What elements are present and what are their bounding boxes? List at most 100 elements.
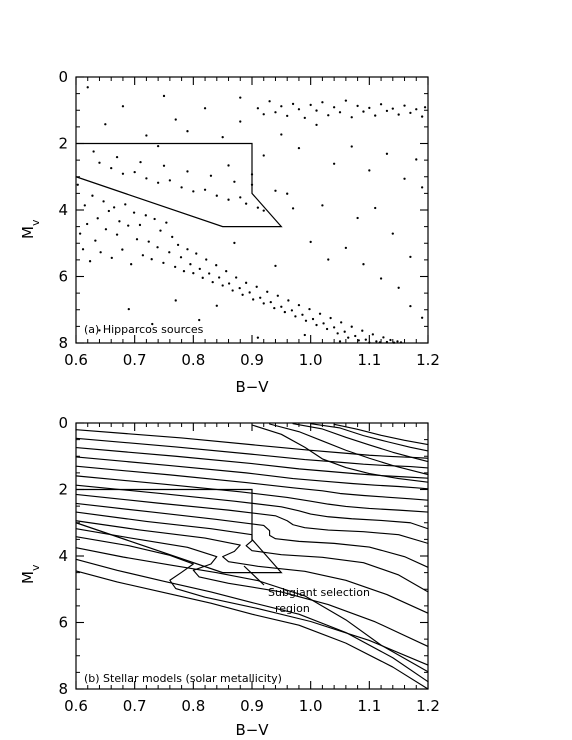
- hipparcos-point: [274, 264, 277, 268]
- hipparcos-point: [297, 108, 301, 111]
- hipparcos-point: [133, 170, 136, 174]
- hipparcos-point: [322, 322, 325, 325]
- hipparcos-point: [290, 309, 294, 312]
- hipparcos-point: [262, 113, 265, 116]
- panel-b-callout-line2: region: [275, 602, 310, 615]
- hipparcos-point: [347, 336, 350, 339]
- hipparcos-point: [231, 289, 234, 292]
- hipparcos-point: [162, 94, 166, 98]
- hipparcos-point: [409, 304, 412, 308]
- hipparcos-point: [364, 338, 367, 341]
- hipparcos-point: [332, 326, 336, 329]
- y-tick-label: 0: [58, 68, 68, 86]
- hipparcos-point: [329, 316, 332, 320]
- hipparcos-point: [112, 206, 116, 209]
- hipparcos-point: [356, 216, 359, 220]
- panel-b-selection-box: [75, 488, 283, 574]
- hipparcos-point: [403, 104, 406, 107]
- stellar-model-track: [75, 437, 429, 469]
- hipparcos-point: [308, 307, 311, 311]
- hipparcos-point: [262, 154, 265, 157]
- hipparcos-point: [162, 261, 165, 265]
- panel-b-ylabels: 0 2 4 6 8: [58, 414, 68, 698]
- stellar-model-track: [75, 484, 429, 530]
- hipparcos-point: [309, 103, 312, 107]
- hipparcos-point: [379, 103, 383, 106]
- hipparcos-point: [241, 293, 244, 296]
- hipparcos-point: [311, 317, 315, 321]
- hipparcos-point: [368, 341, 371, 344]
- panel-a-ylabel-sub: v: [29, 219, 42, 226]
- panel-a: 0.6 0.7 0.8 0.9 1.0 1.1 1.2 0 2 4 6 8 (a) Hipparco…: [19, 68, 440, 396]
- hipparcos-point: [195, 252, 198, 255]
- hipparcos-point: [252, 298, 255, 301]
- panel-b-ylabel-sub: v: [29, 564, 42, 571]
- x-tick-label: 0.6: [64, 351, 88, 369]
- hipparcos-point: [168, 179, 172, 182]
- hipparcos-point: [110, 256, 113, 260]
- hipparcos-point: [215, 264, 218, 267]
- hipparcos-point: [104, 123, 107, 126]
- hipparcos-point: [415, 108, 418, 111]
- panel-a-xlabels: 0.6 0.7 0.8 0.9 1.0 1.1 1.2: [64, 351, 440, 369]
- x-tick-label: 0.7: [123, 351, 147, 369]
- hipparcos-point: [221, 136, 224, 139]
- y-tick-label: 8: [58, 680, 68, 698]
- hipparcos-point: [138, 223, 142, 227]
- hipparcos-point: [374, 206, 377, 210]
- hipparcos-point: [81, 248, 85, 251]
- hipparcos-point: [315, 109, 318, 112]
- panel-b: 0.6 0.7 0.8 0.9 1.0 1.1 1.2 0 2 4 6 8 Subgiant sel…: [19, 414, 440, 739]
- hipparcos-point: [124, 203, 127, 206]
- hipparcos-point: [327, 258, 330, 261]
- hipparcos-point: [239, 196, 242, 199]
- hipparcos-point: [186, 130, 189, 133]
- hipparcos-point: [203, 107, 207, 110]
- hipparcos-point: [266, 290, 269, 293]
- hipparcos-point: [141, 254, 145, 257]
- hipparcos-point: [274, 189, 277, 192]
- hipparcos-point: [156, 181, 160, 184]
- stellar-model-track: [75, 536, 429, 666]
- x-tick-label: 1.0: [299, 697, 323, 715]
- panel-a-ylabel-main: M: [19, 226, 37, 239]
- y-tick-label: 4: [58, 201, 68, 219]
- hipparcos-point: [153, 217, 156, 221]
- hipparcos-point: [389, 338, 392, 342]
- y-tick-label: 0: [58, 414, 68, 432]
- callout-arrow-line: [243, 565, 265, 586]
- hipparcos-point: [174, 265, 177, 269]
- hipparcos-point: [132, 211, 136, 214]
- hipparcos-point: [357, 339, 360, 342]
- hipparcos-point: [248, 291, 251, 294]
- hipparcos-point: [171, 235, 174, 239]
- hipparcos-point: [256, 107, 260, 110]
- hipparcos-point: [385, 152, 389, 155]
- panel-a-annotation: (a) Hipparcos sources: [84, 323, 204, 336]
- x-tick-label: 1.1: [357, 697, 381, 715]
- hipparcos-point: [382, 336, 385, 339]
- stellar-model-track: [75, 475, 429, 513]
- hipparcos-point: [174, 299, 177, 302]
- panel-b-xlabels: 0.6 0.7 0.8 0.9 1.0 1.1 1.2: [64, 697, 440, 715]
- hipparcos-point: [151, 322, 154, 326]
- panel-a-ylabels: 0 2 4 6 8: [58, 68, 68, 352]
- hipparcos-point: [203, 188, 207, 191]
- panel-a-ticks: [75, 76, 429, 344]
- hipparcos-point: [297, 303, 301, 307]
- hipparcos-point: [321, 101, 324, 104]
- hipparcos-point: [301, 313, 304, 316]
- hipparcos-point: [350, 145, 353, 148]
- hipparcos-point: [98, 161, 101, 164]
- stellar-model-track: [333, 423, 429, 446]
- hipparcos-point: [409, 111, 412, 115]
- hipparcos-point: [235, 276, 238, 279]
- panel-b-ticks: [75, 422, 429, 690]
- hipparcos-point: [150, 258, 153, 261]
- hipparcos-point: [262, 302, 265, 305]
- hipparcos-point: [269, 300, 272, 304]
- hipparcos-point: [225, 270, 228, 273]
- hipparcos-point: [399, 341, 403, 344]
- hipparcos-point: [104, 228, 108, 231]
